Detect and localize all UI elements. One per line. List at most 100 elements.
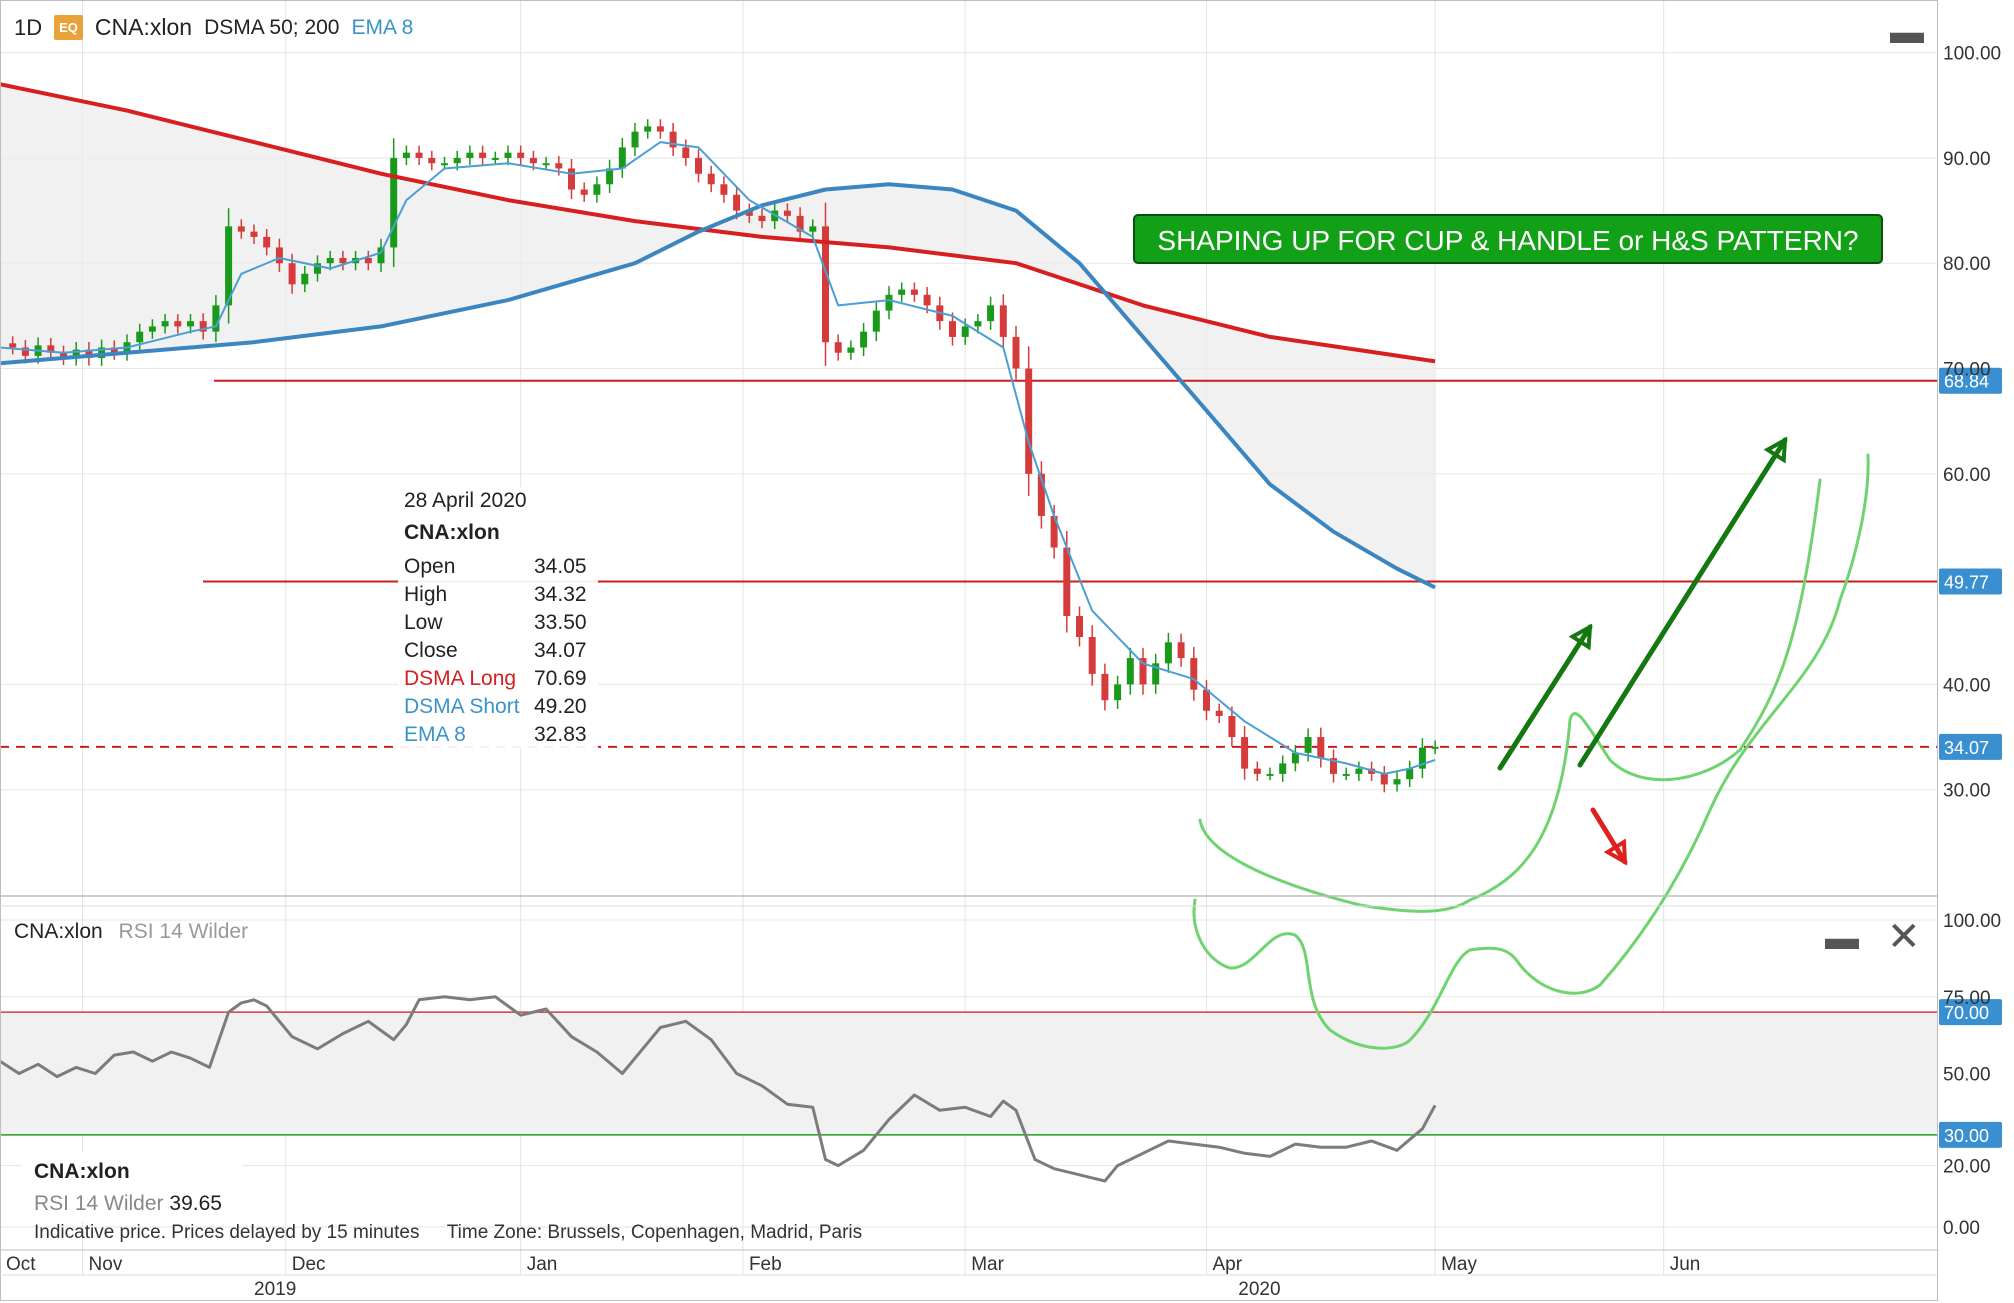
price-levels: 68.84 49.77 34.07 xyxy=(0,367,2002,760)
candle-body xyxy=(161,321,169,327)
rsi-level-label: 70.00 xyxy=(1944,1003,1989,1023)
candle-body xyxy=(212,305,220,332)
indicator-label[interactable]: DSMA 50; 200 xyxy=(204,15,340,39)
candle-body xyxy=(847,347,855,353)
rsi-tooltip: CNA:xlon RSI 14 Wilder 39.65 xyxy=(22,1152,242,1222)
price-level-label: 68.84 xyxy=(1944,372,1989,392)
candle-body xyxy=(822,226,829,343)
candle-body xyxy=(809,226,817,232)
candle-body xyxy=(237,226,245,232)
price-level-label: 34.07 xyxy=(1944,738,1989,758)
candle-body xyxy=(1101,673,1109,701)
candle-body xyxy=(1317,737,1325,759)
interval-label[interactable]: 1D xyxy=(14,14,43,40)
candle-body xyxy=(72,349,80,358)
candle-body xyxy=(21,347,29,356)
dsma-long-line xyxy=(0,82,1436,364)
price-tick-label: 100.00 xyxy=(1943,44,2001,65)
candle-body xyxy=(517,152,525,158)
candle-body xyxy=(1139,658,1147,685)
candle-body xyxy=(1012,336,1020,369)
candle-body xyxy=(1253,768,1261,774)
minimize-icon[interactable]: ▬ xyxy=(1890,13,1924,51)
candle-body xyxy=(1380,773,1388,785)
tooltip-row-ema8: EMA 8 32.83 xyxy=(404,723,587,746)
rsi-tick-label: 0.00 xyxy=(1943,1218,1980,1239)
rsi-indicator-name[interactable]: RSI 14 Wilder xyxy=(118,920,249,943)
rsi-minimize-icon[interactable]: ▬ xyxy=(1825,919,1859,957)
candle-body xyxy=(263,236,271,248)
year-tick-label: 2020 xyxy=(1238,1279,1280,1300)
candle-body xyxy=(1190,658,1198,690)
candle-body xyxy=(1406,768,1414,780)
tooltip-row-close: Close 34.07 xyxy=(404,639,587,662)
month-tick-label: Oct xyxy=(6,1254,36,1275)
month-tick-label: Jun xyxy=(1670,1254,1701,1275)
price-tick-label: 90.00 xyxy=(1943,149,1991,170)
candle-body xyxy=(885,294,893,311)
candle-body xyxy=(733,194,741,211)
candle-body xyxy=(1076,615,1083,638)
rsi-panel: 70.00 30.00 xyxy=(0,995,2002,1183)
candle-body xyxy=(1126,658,1134,685)
rsi-level-badge xyxy=(1939,999,2002,1026)
candle-body xyxy=(910,289,918,295)
rsi-header: CNA:xlon RSI 14 Wilder xyxy=(14,920,248,944)
candle-body xyxy=(834,342,842,353)
candle-body xyxy=(682,147,690,158)
tooltip-row-low: Low 33.50 xyxy=(404,611,587,634)
candle-body xyxy=(275,247,283,264)
bull-arrow-short xyxy=(1497,624,1593,771)
rsi-tooltip-value: 39.65 xyxy=(169,1192,222,1215)
candle-body xyxy=(187,321,194,327)
candle-body xyxy=(364,257,372,264)
candle-body xyxy=(1164,642,1172,664)
candle-body xyxy=(1431,746,1439,749)
candle-body xyxy=(860,331,868,348)
footer-notice: Indicative price. Prices delayed by 15 m… xyxy=(34,1222,862,1244)
candle-body xyxy=(60,352,67,358)
rsi-symbol: CNA:xlon xyxy=(14,920,103,943)
candle-body xyxy=(301,273,309,285)
bull-arrow-long-head xyxy=(1763,436,1788,464)
price-tick-label: 30.00 xyxy=(1943,781,1991,802)
candle-body xyxy=(974,321,982,327)
candle-body xyxy=(593,184,601,195)
ema-label[interactable]: EMA 8 xyxy=(351,15,414,39)
bull-arrow-long xyxy=(1577,437,1788,768)
rsi-close-icon[interactable]: ✕ xyxy=(1887,915,1921,959)
symbol-label[interactable]: CNA:xlon xyxy=(94,14,193,40)
bull-arrow-short-head xyxy=(1568,623,1593,651)
price-level-label: 49.77 xyxy=(1944,573,1989,593)
candle-body xyxy=(923,294,931,306)
candle-body xyxy=(872,310,880,332)
candle-body xyxy=(148,326,156,332)
chart-frame xyxy=(0,0,1938,1301)
candle-body xyxy=(1037,473,1045,516)
rsi-level-label: 30.00 xyxy=(1944,1126,1989,1146)
candle-body xyxy=(555,163,563,169)
candle-body xyxy=(453,157,461,164)
candle-body xyxy=(618,147,626,169)
candle-body xyxy=(949,321,956,337)
rsi-tick-label: 75.00 xyxy=(1943,988,1991,1009)
candle-body xyxy=(796,215,804,232)
candle-body xyxy=(9,343,17,348)
candle-body xyxy=(720,184,728,195)
candle-body xyxy=(1228,716,1236,738)
candle-body xyxy=(1304,737,1312,753)
price-tick-label: 80.00 xyxy=(1943,254,1991,275)
pattern-annotation: SHAPING UP FOR CUP & HANDLE or H&S PATTE… xyxy=(1133,214,1883,264)
cup-drawing-2 xyxy=(1192,453,1870,1050)
candle-body xyxy=(1215,710,1223,716)
candle-body xyxy=(1177,642,1185,659)
candle-body xyxy=(631,131,639,148)
candle-body xyxy=(656,126,664,132)
dsma-short-line xyxy=(0,182,1436,590)
cup-drawing-1 xyxy=(1198,478,1822,913)
candle-body xyxy=(1114,684,1122,701)
rsi-tick-label: 100.00 xyxy=(1943,911,2001,932)
candle-body xyxy=(199,321,207,332)
